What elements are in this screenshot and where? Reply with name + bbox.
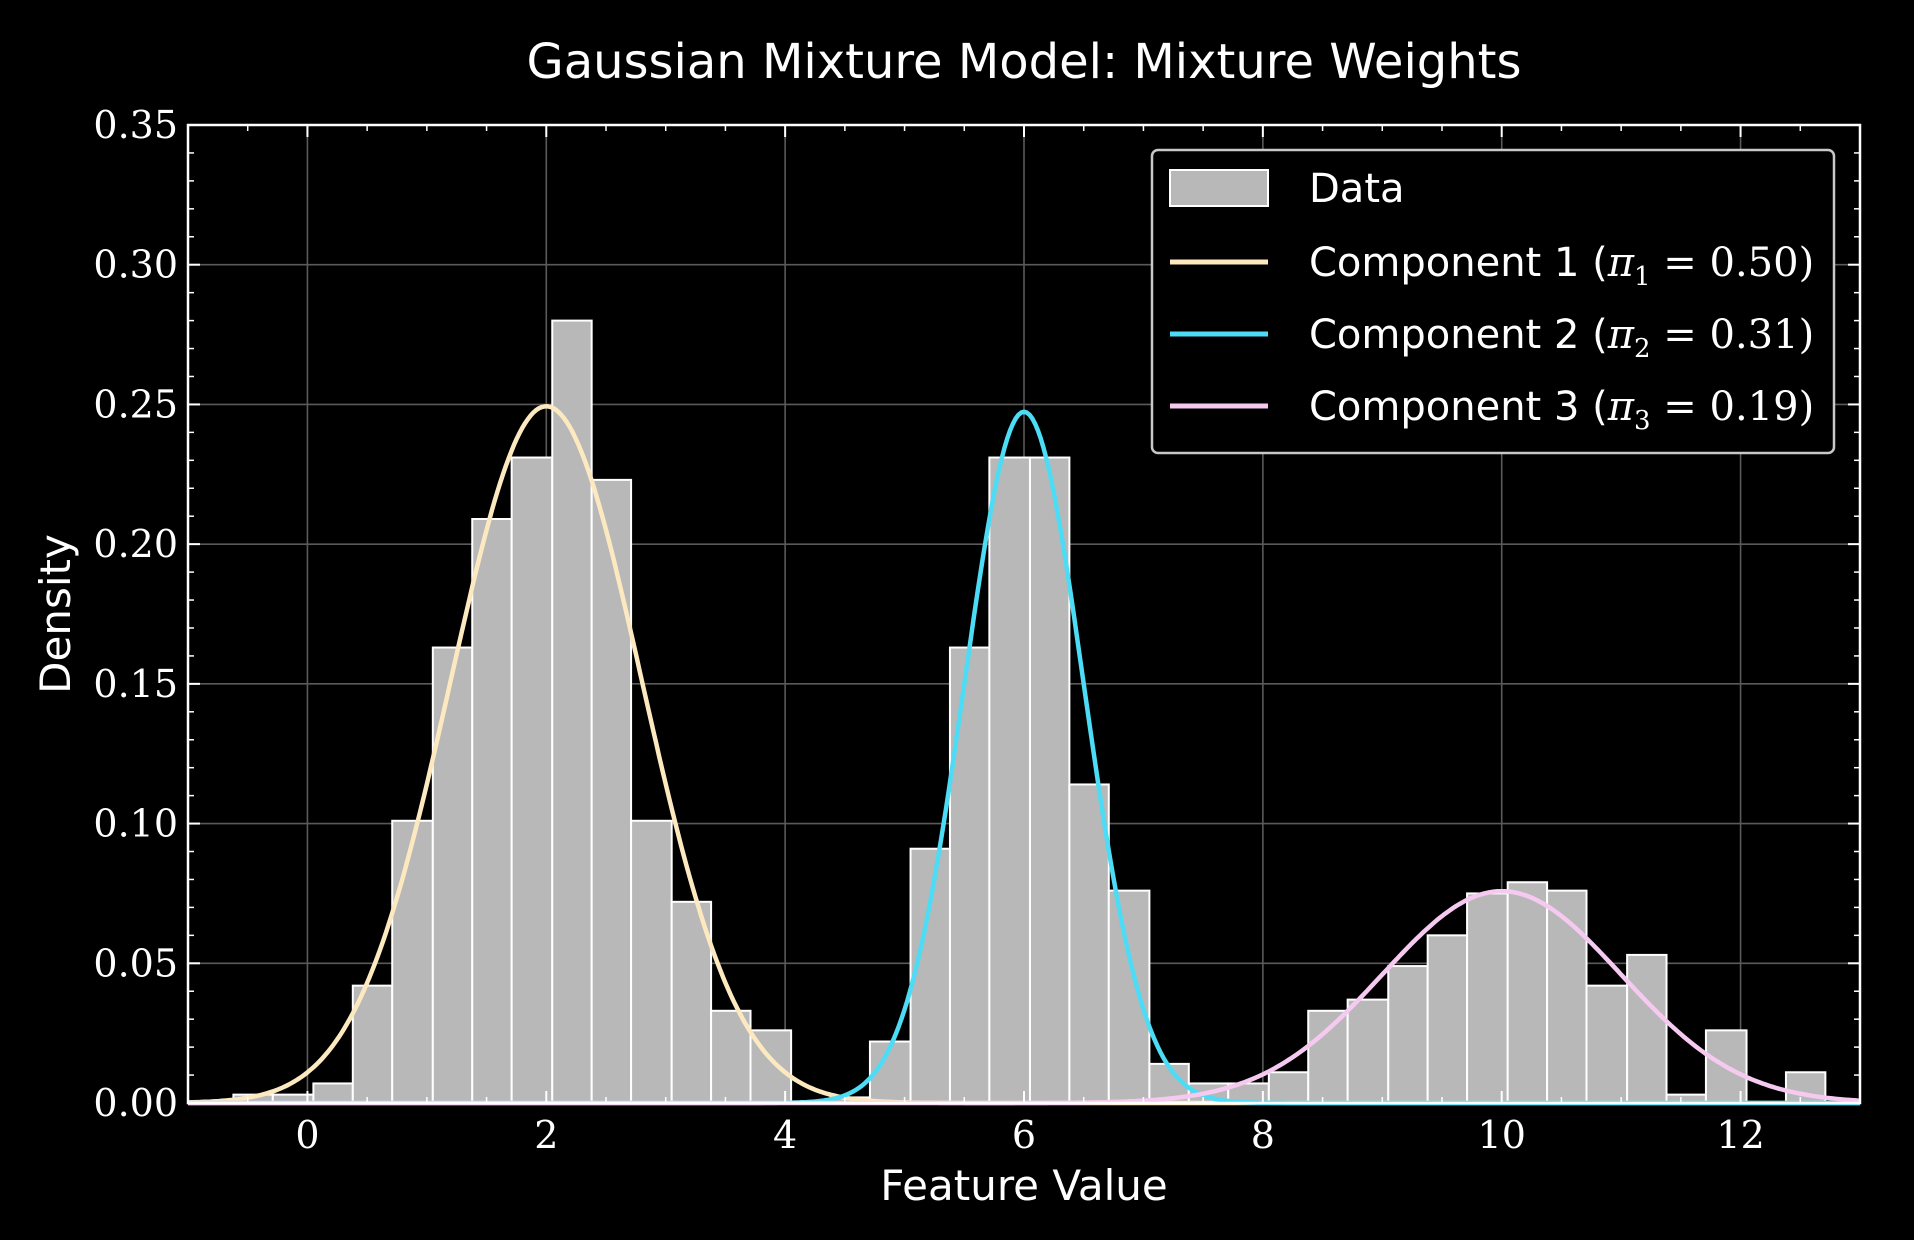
y-tick-label: 0.10 (93, 802, 178, 846)
legend: Data Component 1 (π1 = 0.50) Component 2 … (1150, 148, 1836, 455)
legend-label-component-1: Component 1 (π1 = 0.50) (1309, 240, 1814, 292)
histogram-bar (1585, 984, 1629, 1105)
histogram-bar (1546, 889, 1588, 1104)
histogram-bar (312, 1082, 354, 1104)
histogram-bar (391, 819, 434, 1105)
histogram-bar (1466, 892, 1509, 1105)
chart-title: Gaussian Mixture Model: Mixture Weights (527, 34, 1522, 90)
y-tick-label: 0.00 (93, 1081, 178, 1125)
legend-box (1150, 148, 1836, 455)
x-tick-label: 10 (1478, 1113, 1526, 1157)
y-axis-title: Density (31, 534, 80, 694)
legend-label-data: Data (1309, 166, 1405, 212)
histogram-bar (1387, 965, 1429, 1105)
histogram-bar (1626, 953, 1668, 1104)
histogram-bar (948, 646, 991, 1104)
histogram-bar (1028, 456, 1071, 1104)
histogram-bar (630, 819, 673, 1105)
x-tick-label: 4 (773, 1113, 797, 1157)
histogram-bar (1506, 881, 1549, 1104)
y-tick-label: 0.15 (93, 662, 178, 706)
histogram-bar (1107, 889, 1151, 1104)
histogram-bar (909, 847, 951, 1104)
histogram-bar (1426, 934, 1469, 1104)
histogram-bar (988, 456, 1031, 1104)
x-tick-label: 2 (534, 1113, 558, 1157)
x-axis-title: Feature Value (880, 1161, 1167, 1210)
y-tick-label: 0.05 (93, 941, 178, 985)
histogram-bars (232, 319, 1827, 1105)
histogram-bar (710, 1009, 752, 1104)
axis-ticks: 0 2 4 6 8 10 12 0.00 0.05 0.10 0.15 0.20 0.25 0.30 0.3… (93, 103, 1861, 1157)
legend-label-component-3: Component 3 (π3 = 0.19) (1309, 384, 1814, 436)
histogram-bar (1267, 1071, 1310, 1104)
y-tick-label: 0.25 (93, 382, 178, 426)
histogram-bar (471, 517, 513, 1104)
histogram-bar (551, 319, 593, 1105)
histogram-bar (1068, 783, 1110, 1104)
legend-label-component-2: Component 2 (π2 = 0.31) (1309, 312, 1814, 364)
x-tick-label: 12 (1716, 1113, 1764, 1157)
histogram-bar (1307, 1009, 1349, 1104)
y-tick-label: 0.20 (93, 522, 178, 566)
y-tick-label: 0.35 (93, 103, 178, 147)
histogram-bar (590, 478, 633, 1105)
legend-entries: Component 1 (π1 = 0.50) Component 2 (π2 =… (1170, 240, 1814, 436)
x-tick-label: 6 (1012, 1113, 1036, 1157)
histogram-bar (431, 646, 474, 1104)
legend-swatch-data (1169, 169, 1269, 207)
histogram-bar (510, 456, 554, 1104)
x-tick-label: 8 (1251, 1113, 1275, 1157)
y-tick-label: 0.30 (93, 243, 178, 287)
histogram-bar (1346, 998, 1390, 1105)
x-tick-label: 0 (295, 1113, 319, 1157)
